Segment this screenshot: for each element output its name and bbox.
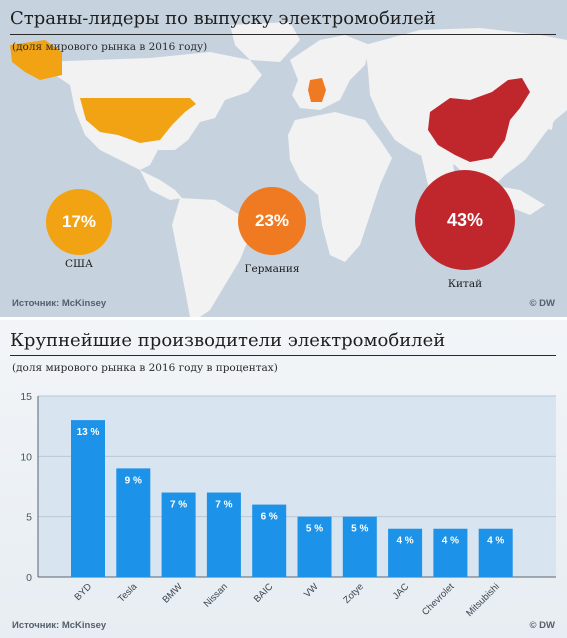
bar-vw bbox=[297, 516, 332, 577]
bar-jac bbox=[388, 528, 423, 577]
bar-bmw bbox=[161, 492, 196, 577]
chart-subtitle: (доля мирового рынка в 2016 году в проце… bbox=[12, 362, 278, 374]
japan-landmass bbox=[544, 95, 556, 130]
x-tick-label: Nissan bbox=[202, 581, 230, 609]
y-tick-label: 15 bbox=[20, 391, 32, 403]
map-source: Источник: McKinsey bbox=[12, 298, 107, 309]
map-panel: Страны-лидеры по выпуску электромобилей … bbox=[0, 0, 567, 317]
usa-share-bubble: 17% bbox=[46, 189, 112, 255]
bar-baic bbox=[252, 504, 287, 577]
title-divider bbox=[10, 34, 556, 35]
x-tick-label: BAIC bbox=[252, 581, 276, 605]
greenland-landmass bbox=[230, 22, 300, 62]
chart-source: Источник: McKinsey bbox=[12, 620, 107, 631]
bar-data-label: 13 % bbox=[77, 427, 100, 438]
china-label: Китай bbox=[447, 278, 483, 290]
chart-title-divider bbox=[10, 355, 556, 356]
x-tick-label: Tesla bbox=[116, 581, 140, 605]
chart-title: Крупнейшие производители электромобилей bbox=[10, 330, 446, 351]
x-tick-label: JAC bbox=[391, 581, 412, 602]
x-tick-label: BYD bbox=[73, 581, 95, 603]
bar-data-label: 4 % bbox=[442, 536, 459, 547]
x-tick-label: Mitsubishi bbox=[464, 581, 502, 619]
china-shape bbox=[428, 78, 530, 162]
bar-chevrolet bbox=[433, 528, 468, 577]
y-tick-label: 0 bbox=[26, 572, 32, 584]
alaska-shape bbox=[10, 40, 62, 80]
germany-share-bubble: 23% bbox=[238, 187, 306, 255]
germany-shape bbox=[308, 78, 326, 102]
usa-share-value: 17% bbox=[61, 212, 97, 231]
central-america-landmass bbox=[140, 170, 182, 200]
china-share-bubble: 43% bbox=[415, 170, 515, 270]
bar-data-label: 7 % bbox=[170, 500, 187, 511]
bar-data-label: 4 % bbox=[396, 536, 413, 547]
bar-data-label: 5 % bbox=[306, 524, 323, 535]
china-share-value: 43% bbox=[446, 209, 484, 230]
south-america-landmass bbox=[172, 198, 250, 317]
bar-data-label: 6 % bbox=[261, 512, 278, 523]
bar-byd bbox=[71, 420, 105, 577]
map-subtitle: (доля мирового рынка в 2016 году) bbox=[12, 41, 208, 53]
bar-zotye bbox=[342, 516, 377, 577]
germany-share-value: 23% bbox=[254, 211, 290, 230]
germany-label: Германия bbox=[244, 263, 300, 275]
x-tick-label: VW bbox=[302, 581, 321, 600]
usa-label: США bbox=[65, 258, 93, 270]
y-tick-label: 10 bbox=[20, 451, 32, 463]
chart-credit: © DW bbox=[529, 620, 555, 631]
x-tick-label: BMW bbox=[161, 581, 185, 605]
bar-data-label: 5 % bbox=[351, 524, 368, 535]
bar-data-label: 7 % bbox=[215, 500, 232, 511]
bar-data-label: 4 % bbox=[487, 536, 504, 547]
map-credit: © DW bbox=[529, 298, 555, 309]
bar-mitsubishi bbox=[478, 528, 513, 577]
map-title: Страны-лидеры по выпуску электромобилей bbox=[10, 8, 436, 29]
bar-data-label: 9 % bbox=[125, 475, 142, 486]
y-tick-label: 5 bbox=[26, 512, 32, 524]
usa-shape bbox=[80, 98, 196, 143]
x-tick-label: Zotye bbox=[341, 581, 366, 606]
africa-landmass bbox=[288, 112, 392, 262]
x-tick-label: Chevrolet bbox=[420, 581, 457, 618]
bar-nissan bbox=[206, 492, 241, 577]
bar-tesla bbox=[116, 468, 151, 577]
